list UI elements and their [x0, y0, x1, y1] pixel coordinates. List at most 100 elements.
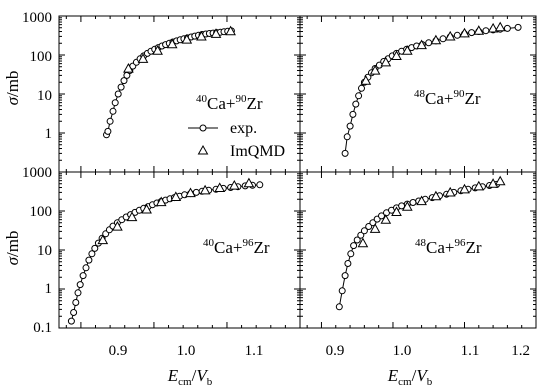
xlabel-right-E: E: [387, 366, 399, 385]
exp-point: [347, 250, 355, 258]
xlabel-left-E-sub: cm: [178, 376, 192, 388]
imqmd-point: [444, 30, 456, 41]
imqmd-point: [444, 186, 456, 197]
annotation-bl-sup2: 96: [242, 237, 254, 249]
imqmd-point: [196, 30, 207, 41]
exp-point: [335, 303, 343, 311]
exp-point: [378, 212, 385, 220]
ylabel-bottom-unit: /mb: [3, 231, 22, 257]
annotation-bl-mid: Ca+: [214, 238, 242, 257]
imqmd-point: [243, 177, 255, 188]
xlabel-right: Ecm/Vb: [387, 366, 433, 388]
legend-imqmd-marker: [197, 144, 209, 155]
ytick-top-100: 100: [30, 49, 53, 65]
exp-point: [117, 83, 125, 91]
exp-point: [349, 110, 357, 118]
exp-point: [514, 23, 522, 31]
exp-point: [409, 199, 417, 206]
imqmd-point: [170, 191, 182, 201]
exp-point: [74, 289, 82, 297]
xlabel-left: Ecm/Vb: [167, 366, 213, 388]
imqmd-point: [430, 190, 442, 201]
annotation-tl-end: Zr: [246, 94, 262, 113]
exp-point: [341, 272, 349, 280]
xlabel-left-V-sub: b: [207, 376, 213, 388]
annotation-br-end: Zr: [465, 238, 481, 257]
annotation-40ca-90zr: 40Ca+90Zr: [196, 93, 263, 113]
xlabel-right-sep: /: [412, 366, 417, 385]
ytick-top-1: 1: [45, 126, 53, 142]
exp-point: [114, 90, 122, 98]
exp-point: [346, 122, 354, 130]
annotation-bl-end: Zr: [253, 238, 269, 257]
ylabel-top: σ/mb: [3, 71, 22, 106]
ytick-bottom-1000: 1000: [22, 165, 52, 181]
annotation-tr-end: Zr: [464, 89, 480, 108]
annotation-tl-sup2: 90: [235, 93, 247, 105]
exp-point: [104, 127, 112, 135]
exp-point: [352, 100, 360, 108]
imqmd-point: [123, 62, 134, 73]
ytick-top-1000: 1000: [22, 10, 52, 26]
legend-exp-marker: [199, 124, 207, 132]
exp-point: [439, 35, 447, 43]
annotation-tl-sup1: 40: [196, 93, 208, 105]
annotation-tl-mid: Ca+: [207, 94, 235, 113]
imqmd-point: [112, 220, 123, 231]
imqmd-point: [369, 223, 381, 233]
exp-point: [355, 92, 363, 100]
imqmd-point: [487, 22, 499, 33]
xtick-right-0.9: 0.9: [326, 343, 345, 359]
imqmd-point: [494, 175, 506, 186]
ytick-bottom-1: 1: [45, 281, 53, 297]
exp-point: [343, 133, 351, 141]
imqmd-point: [473, 25, 485, 35]
imqmd-point: [199, 184, 211, 195]
exp-point: [338, 287, 346, 295]
imqmd-point: [137, 53, 149, 63]
imqmd-point: [416, 195, 427, 206]
imqmd-point: [369, 64, 381, 75]
imqmd-point: [380, 56, 392, 67]
imqmd-point: [430, 34, 442, 45]
legend-imqmd-label: ImQMD: [230, 143, 285, 160]
data-marks: [67, 21, 522, 325]
imqmd-point: [97, 234, 109, 245]
exp-point: [88, 250, 96, 258]
imqmd-point: [141, 203, 152, 214]
imqmd-point: [380, 214, 392, 224]
panel-frames: [58, 15, 537, 329]
imqmd-point: [401, 45, 413, 55]
ytick-bottom-0.1: 0.1: [33, 320, 52, 336]
imqmd-point: [185, 187, 196, 198]
exp-point: [357, 231, 365, 239]
exp-point: [360, 227, 368, 235]
xlabel-left-sep: /: [192, 366, 197, 385]
imqmd-point: [391, 50, 402, 60]
exp-point: [453, 31, 461, 39]
imqmd-point: [214, 182, 226, 192]
annotation-bl-sup1: 40: [203, 237, 215, 249]
imqmd-point: [166, 38, 178, 49]
imqmd-point: [459, 27, 470, 38]
imqmd-point: [152, 45, 163, 55]
xlabel-right-V-sub: b: [427, 376, 433, 388]
ylabel-top-sigma: σ: [3, 96, 22, 105]
imqmd-point: [459, 183, 470, 194]
annotation-br-mid: Ca+: [426, 238, 454, 257]
exp-point: [106, 117, 114, 125]
exp-point: [91, 244, 99, 252]
exp-point: [256, 181, 264, 189]
ytick-bottom-100: 100: [30, 204, 53, 220]
exp-point: [76, 281, 84, 289]
annotation-tr-sup1: 48: [414, 88, 426, 100]
exp-point: [344, 260, 352, 267]
exp-point: [111, 99, 119, 107]
exp-point: [85, 256, 93, 264]
exp-point: [358, 84, 365, 92]
legend-exp-label: exp.: [230, 120, 257, 137]
imqmd-point: [473, 180, 485, 191]
imqmd-point: [225, 25, 236, 36]
ylabel-bottom: σ/mb: [3, 231, 22, 266]
